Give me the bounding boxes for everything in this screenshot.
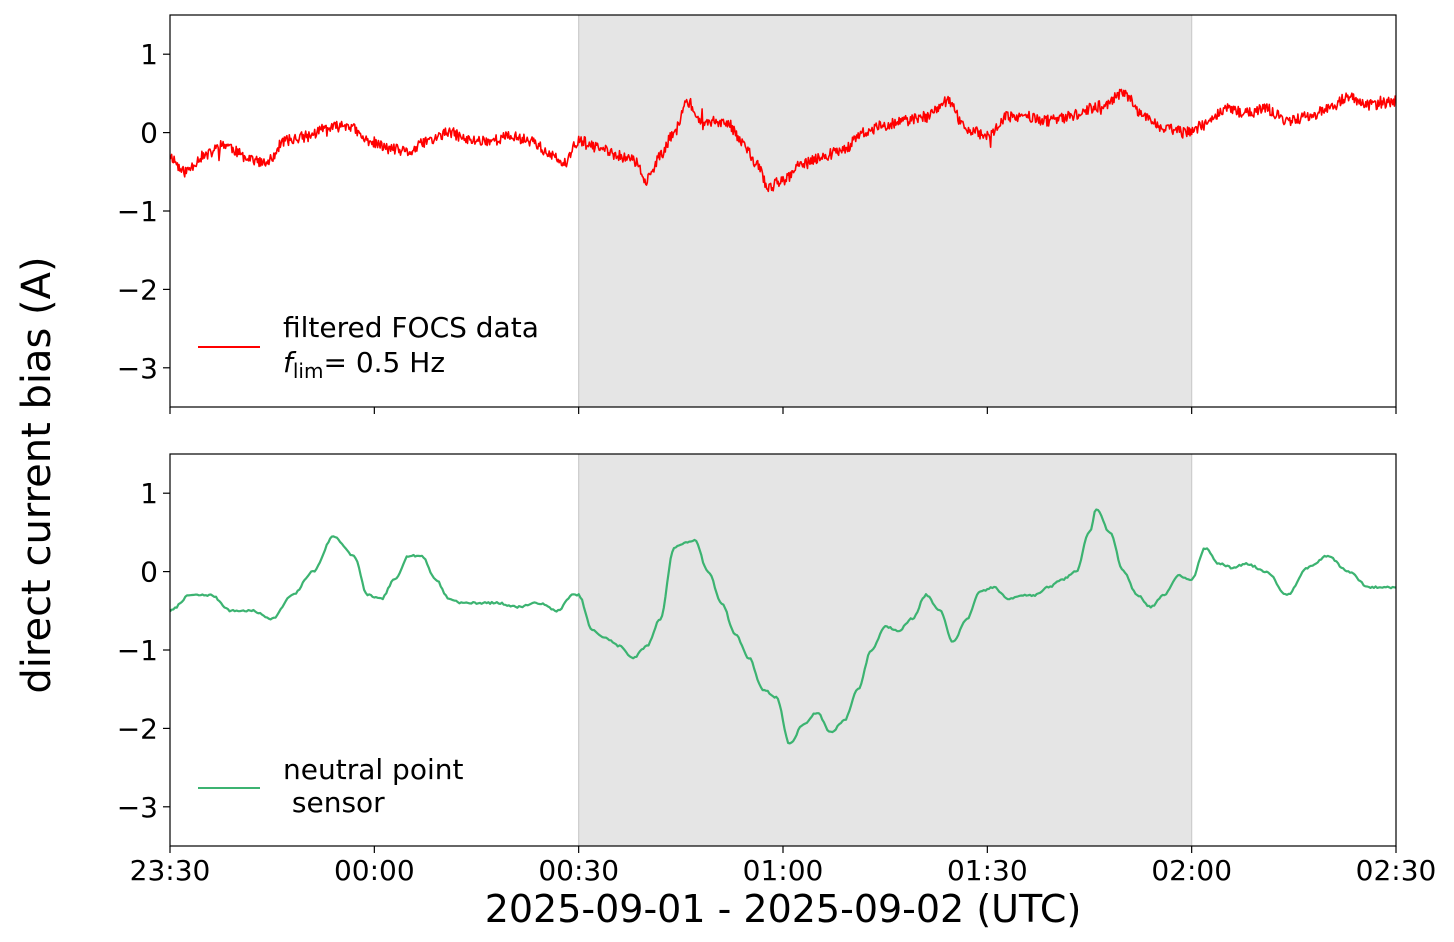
- series-line: [170, 88, 1396, 193]
- x-tick-label: 00:30: [538, 854, 619, 887]
- y-tick-label: −3: [117, 352, 158, 385]
- shaded-interval: [578, 454, 1192, 846]
- y-tick-label: −2: [117, 273, 158, 306]
- x-tick-label: 23:30: [130, 854, 211, 887]
- legend: neutral point sensor: [198, 753, 463, 819]
- shaded-interval: [578, 15, 1192, 407]
- y-tick-label: 1: [140, 38, 158, 71]
- x-tick-label: 00:00: [334, 854, 415, 887]
- panel-top: 1 0 −1 −2 −3 filtered FOCS data flim= 0.5 Hz: [117, 14, 1397, 414]
- x-tick-label: 01:30: [947, 854, 1028, 887]
- y-tick-label: 0: [140, 556, 158, 589]
- figure-xlabel: 2025-09-01 - 2025-09-02 (UTC): [485, 887, 1082, 931]
- y-tick-label: −1: [117, 195, 158, 228]
- y-tick-label: 0: [140, 117, 158, 150]
- legend-label-math: flim= 0.5 Hz: [283, 346, 445, 383]
- x-tick-label: 02:00: [1151, 854, 1232, 887]
- panel-bottom: 1 0 −1 −2 −3 23:30 00:00 00:30 01:00 01:30 02:00 02…: [117, 453, 1437, 887]
- legend-label: sensor: [283, 786, 385, 819]
- legend-label: filtered FOCS data: [283, 311, 539, 344]
- legend: filtered FOCS data flim= 0.5 Hz: [198, 311, 539, 383]
- y-tick-label: −1: [117, 634, 158, 667]
- figure-ylabel: direct current bias (A): [14, 256, 60, 693]
- x-tick-label: 02:30: [1356, 854, 1437, 887]
- y-tick-label: 1: [140, 477, 158, 510]
- x-tick-label: 01:00: [743, 854, 824, 887]
- series-line: [170, 508, 1396, 745]
- legend-label: neutral point: [283, 753, 463, 786]
- y-tick-label: −2: [117, 712, 158, 745]
- y-tick-label: −3: [117, 791, 158, 824]
